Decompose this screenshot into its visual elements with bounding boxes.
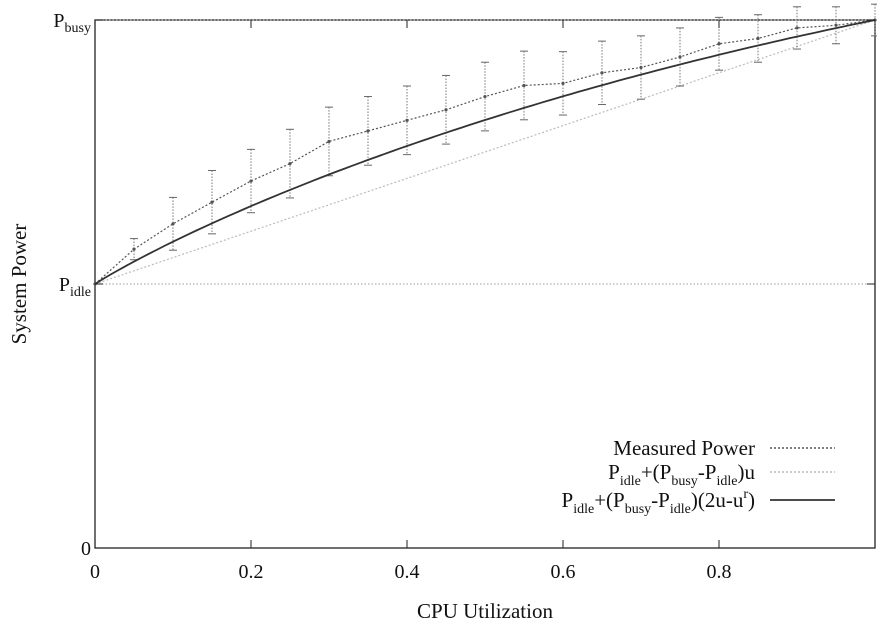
legend: Measured PowerPidle+(Pbusy-Pidle)uPidle+… [562, 436, 835, 517]
power-model-curve [94, 19, 876, 285]
x-tick-label: 0.6 [551, 561, 576, 583]
x-tick-label: 0 [90, 561, 100, 583]
series-marks [93, 3, 877, 286]
x-tick-label: 0.8 [707, 561, 732, 583]
x-tick-label: 0.2 [239, 561, 264, 583]
y-tick-label: Pbusy [53, 10, 91, 36]
legend-label-measured-power: Measured Power [613, 436, 755, 460]
y-tick-label: Pidle [59, 274, 91, 300]
measured-point [756, 36, 760, 41]
y-axis-title: System Power [7, 224, 31, 345]
legend-label-linear-model: Pidle+(Pbusy-Pidle)u [608, 460, 755, 489]
axes: 0 0.2 0.4 0.6 0.8 0 Pidle Pbusy [53, 10, 875, 583]
reference-lines [95, 19, 875, 285]
y-tick-label: 0 [81, 538, 91, 560]
measured-power-series [93, 3, 877, 286]
measured-power-line [94, 19, 876, 285]
x-axis-title: CPU Utilization [417, 599, 553, 623]
linear-model-line [94, 19, 876, 285]
legend-label-power-model: Pidle+(Pbusy-Pidle)(2u-ur) [562, 487, 756, 517]
x-tick-label: 0.4 [395, 561, 420, 583]
